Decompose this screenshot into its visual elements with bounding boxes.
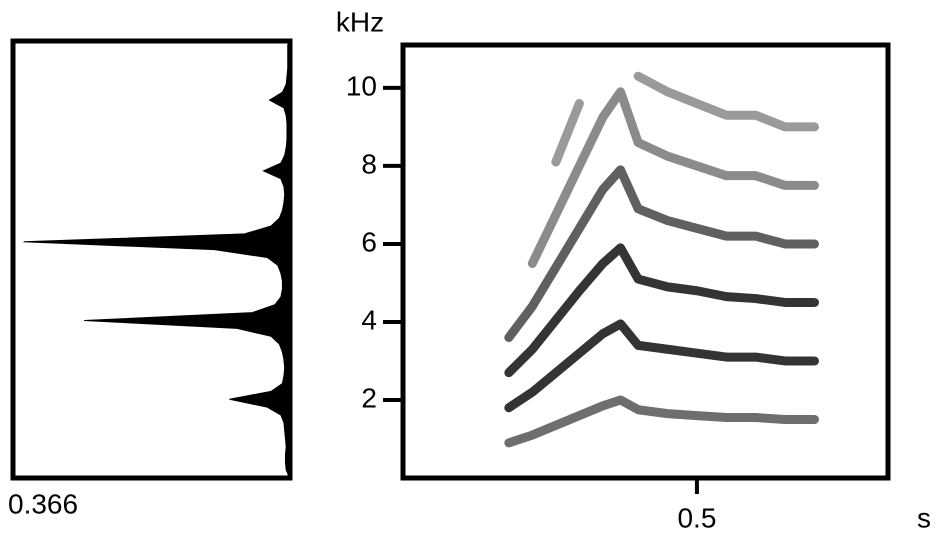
plot-frame <box>400 42 891 481</box>
harmonic-track <box>551 71 820 167</box>
x-tick-label: 0.366 <box>8 488 78 519</box>
plot-frame <box>10 38 293 481</box>
y-axis-label: kHz <box>336 6 384 37</box>
harmonic-track <box>504 165 820 343</box>
harmonic-track <box>504 319 820 413</box>
x-axis-label: s <box>917 502 931 533</box>
y-tick-label: 10 <box>346 70 377 101</box>
spectrum-area <box>23 44 291 479</box>
y-tick-label: 4 <box>361 304 377 335</box>
y-tick-label: 2 <box>361 382 377 413</box>
harmonic-track <box>527 87 820 268</box>
y-tick-label: 8 <box>361 148 377 179</box>
harmonic-track <box>504 243 820 378</box>
harmonic-track <box>504 395 820 448</box>
x-tick-label: 0.5 <box>677 502 716 533</box>
y-tick-label: 6 <box>361 226 377 257</box>
